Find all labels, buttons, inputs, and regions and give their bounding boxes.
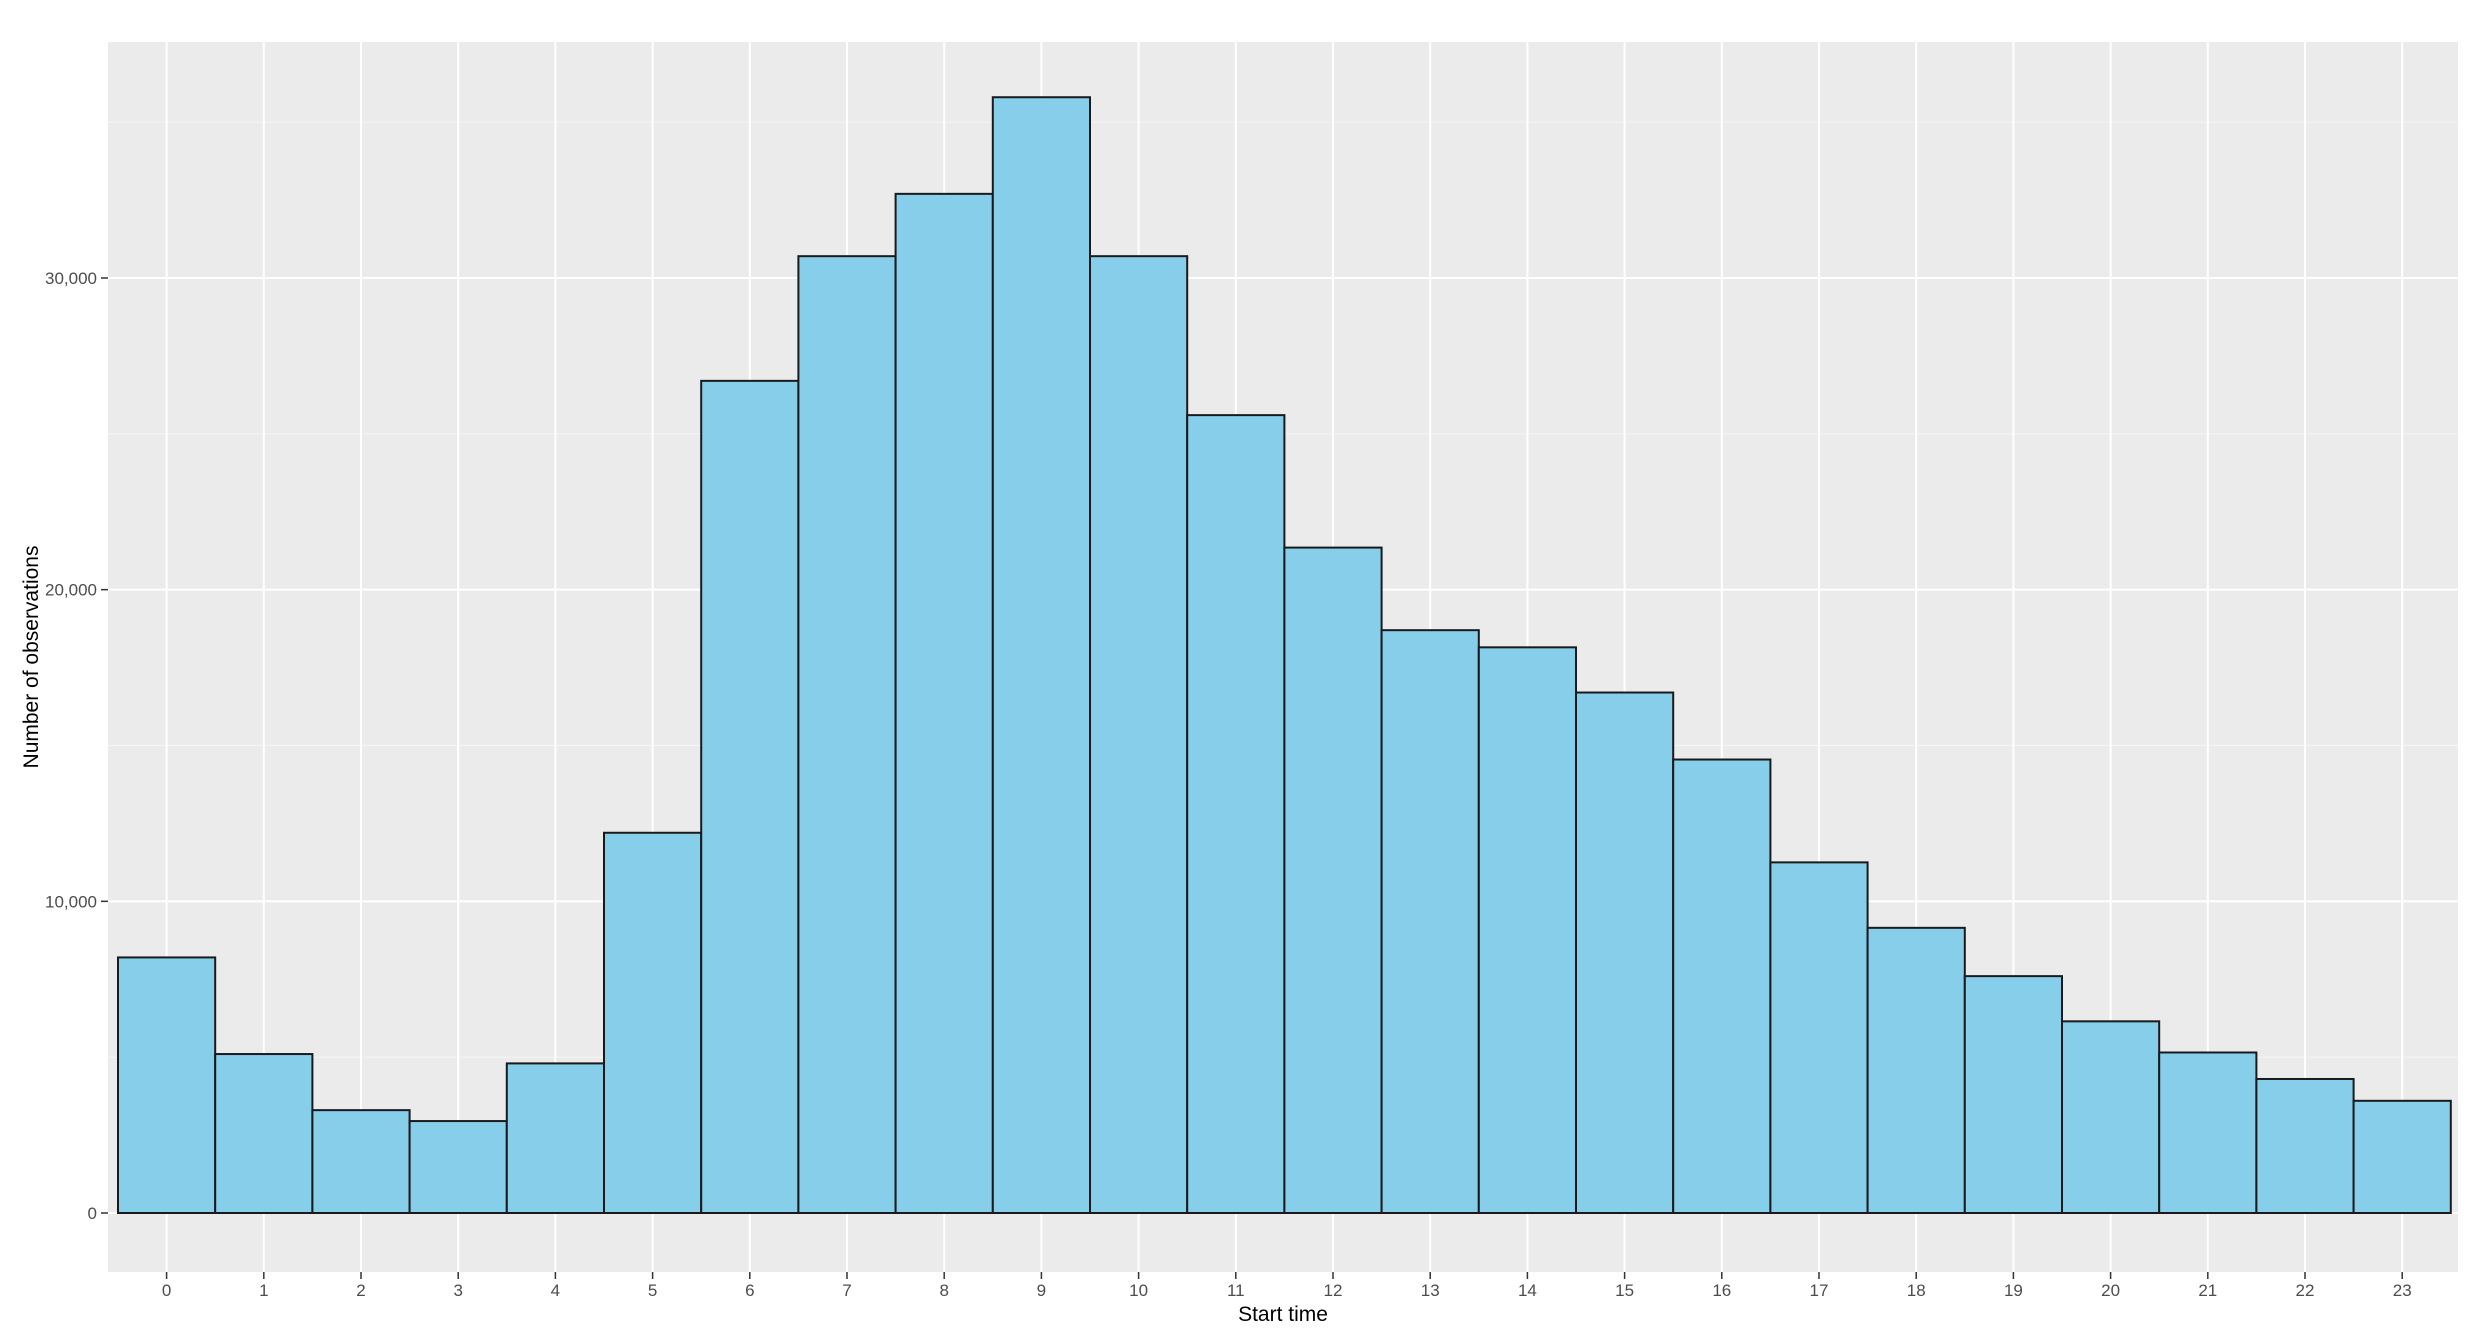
bars — [117, 96, 2452, 1215]
bar-4 — [505, 1062, 605, 1215]
x-tick-label: 10 — [1129, 1281, 1148, 1300]
x-tick-label: 6 — [745, 1281, 754, 1300]
x-tick-label: 3 — [453, 1281, 462, 1300]
x-tick-label: 11 — [1227, 1281, 1245, 1300]
x-tick-label: 2 — [356, 1281, 365, 1300]
x-tick-label: 16 — [1712, 1281, 1731, 1300]
x-tick-label: 20 — [2101, 1281, 2120, 1300]
y-tick-label: 10,000 — [45, 892, 97, 911]
bar-21 — [2158, 1051, 2258, 1215]
y-axis-title: Number of observations — [20, 546, 43, 769]
y-tick-label: 0 — [88, 1204, 97, 1223]
bar-14 — [1477, 646, 1578, 1214]
bar-2 — [311, 1109, 411, 1215]
bar-22 — [2255, 1077, 2355, 1214]
x-tick-label: 22 — [2296, 1281, 2315, 1300]
x-tick-label: 9 — [1037, 1281, 1046, 1300]
bar-0 — [117, 956, 217, 1215]
bar-8 — [894, 192, 994, 1215]
x-tick-label: 7 — [842, 1281, 851, 1300]
bar-9 — [991, 96, 1091, 1215]
x-tick-label: 21 — [2198, 1281, 2217, 1300]
x-tick-label: 4 — [551, 1281, 560, 1300]
y-tick-label: 20,000 — [45, 581, 97, 600]
bar-3 — [408, 1120, 508, 1215]
bar-15 — [1575, 691, 1675, 1214]
y-tick-label: 30,000 — [45, 269, 97, 288]
bar-19 — [1963, 975, 2064, 1215]
bar-6 — [700, 379, 800, 1215]
x-tick-label: 5 — [648, 1281, 657, 1300]
bar-5 — [603, 831, 703, 1214]
bar-23 — [2352, 1099, 2452, 1215]
x-tick-label: 15 — [1615, 1281, 1634, 1300]
x-tick-label: 19 — [2004, 1281, 2023, 1300]
y-axis: 0 10,000 20,000 30,000 — [45, 269, 108, 1223]
x-axis: 0 1 2 3 4 5 6 7 8 9 10 11 12 13 14 15 16 17 18 19 20 21 22 23 — [162, 1272, 2412, 1300]
bar-12 — [1283, 546, 1383, 1214]
bar-16 — [1672, 758, 1772, 1215]
x-tick-label: 18 — [1907, 1281, 1926, 1300]
x-tick-label: 17 — [1810, 1281, 1829, 1300]
x-tick-label: 13 — [1421, 1281, 1440, 1300]
bar-13 — [1380, 629, 1480, 1214]
bar-10 — [1089, 255, 1189, 1214]
bar-1 — [214, 1053, 314, 1215]
x-tick-label: 12 — [1324, 1281, 1343, 1300]
bar-17 — [1769, 861, 1869, 1214]
bar-20 — [2061, 1020, 2161, 1215]
x-tick-label: 23 — [2393, 1281, 2412, 1300]
x-tick-label: 8 — [939, 1281, 948, 1300]
bar-11 — [1186, 414, 1286, 1214]
x-tick-label: 0 — [162, 1281, 171, 1300]
x-tick-label: 1 — [259, 1281, 268, 1300]
bar-18 — [1866, 926, 1966, 1214]
x-tick-label: 14 — [1518, 1281, 1537, 1300]
bar-7 — [797, 255, 897, 1214]
x-axis-title: Start time — [1238, 1303, 1328, 1326]
